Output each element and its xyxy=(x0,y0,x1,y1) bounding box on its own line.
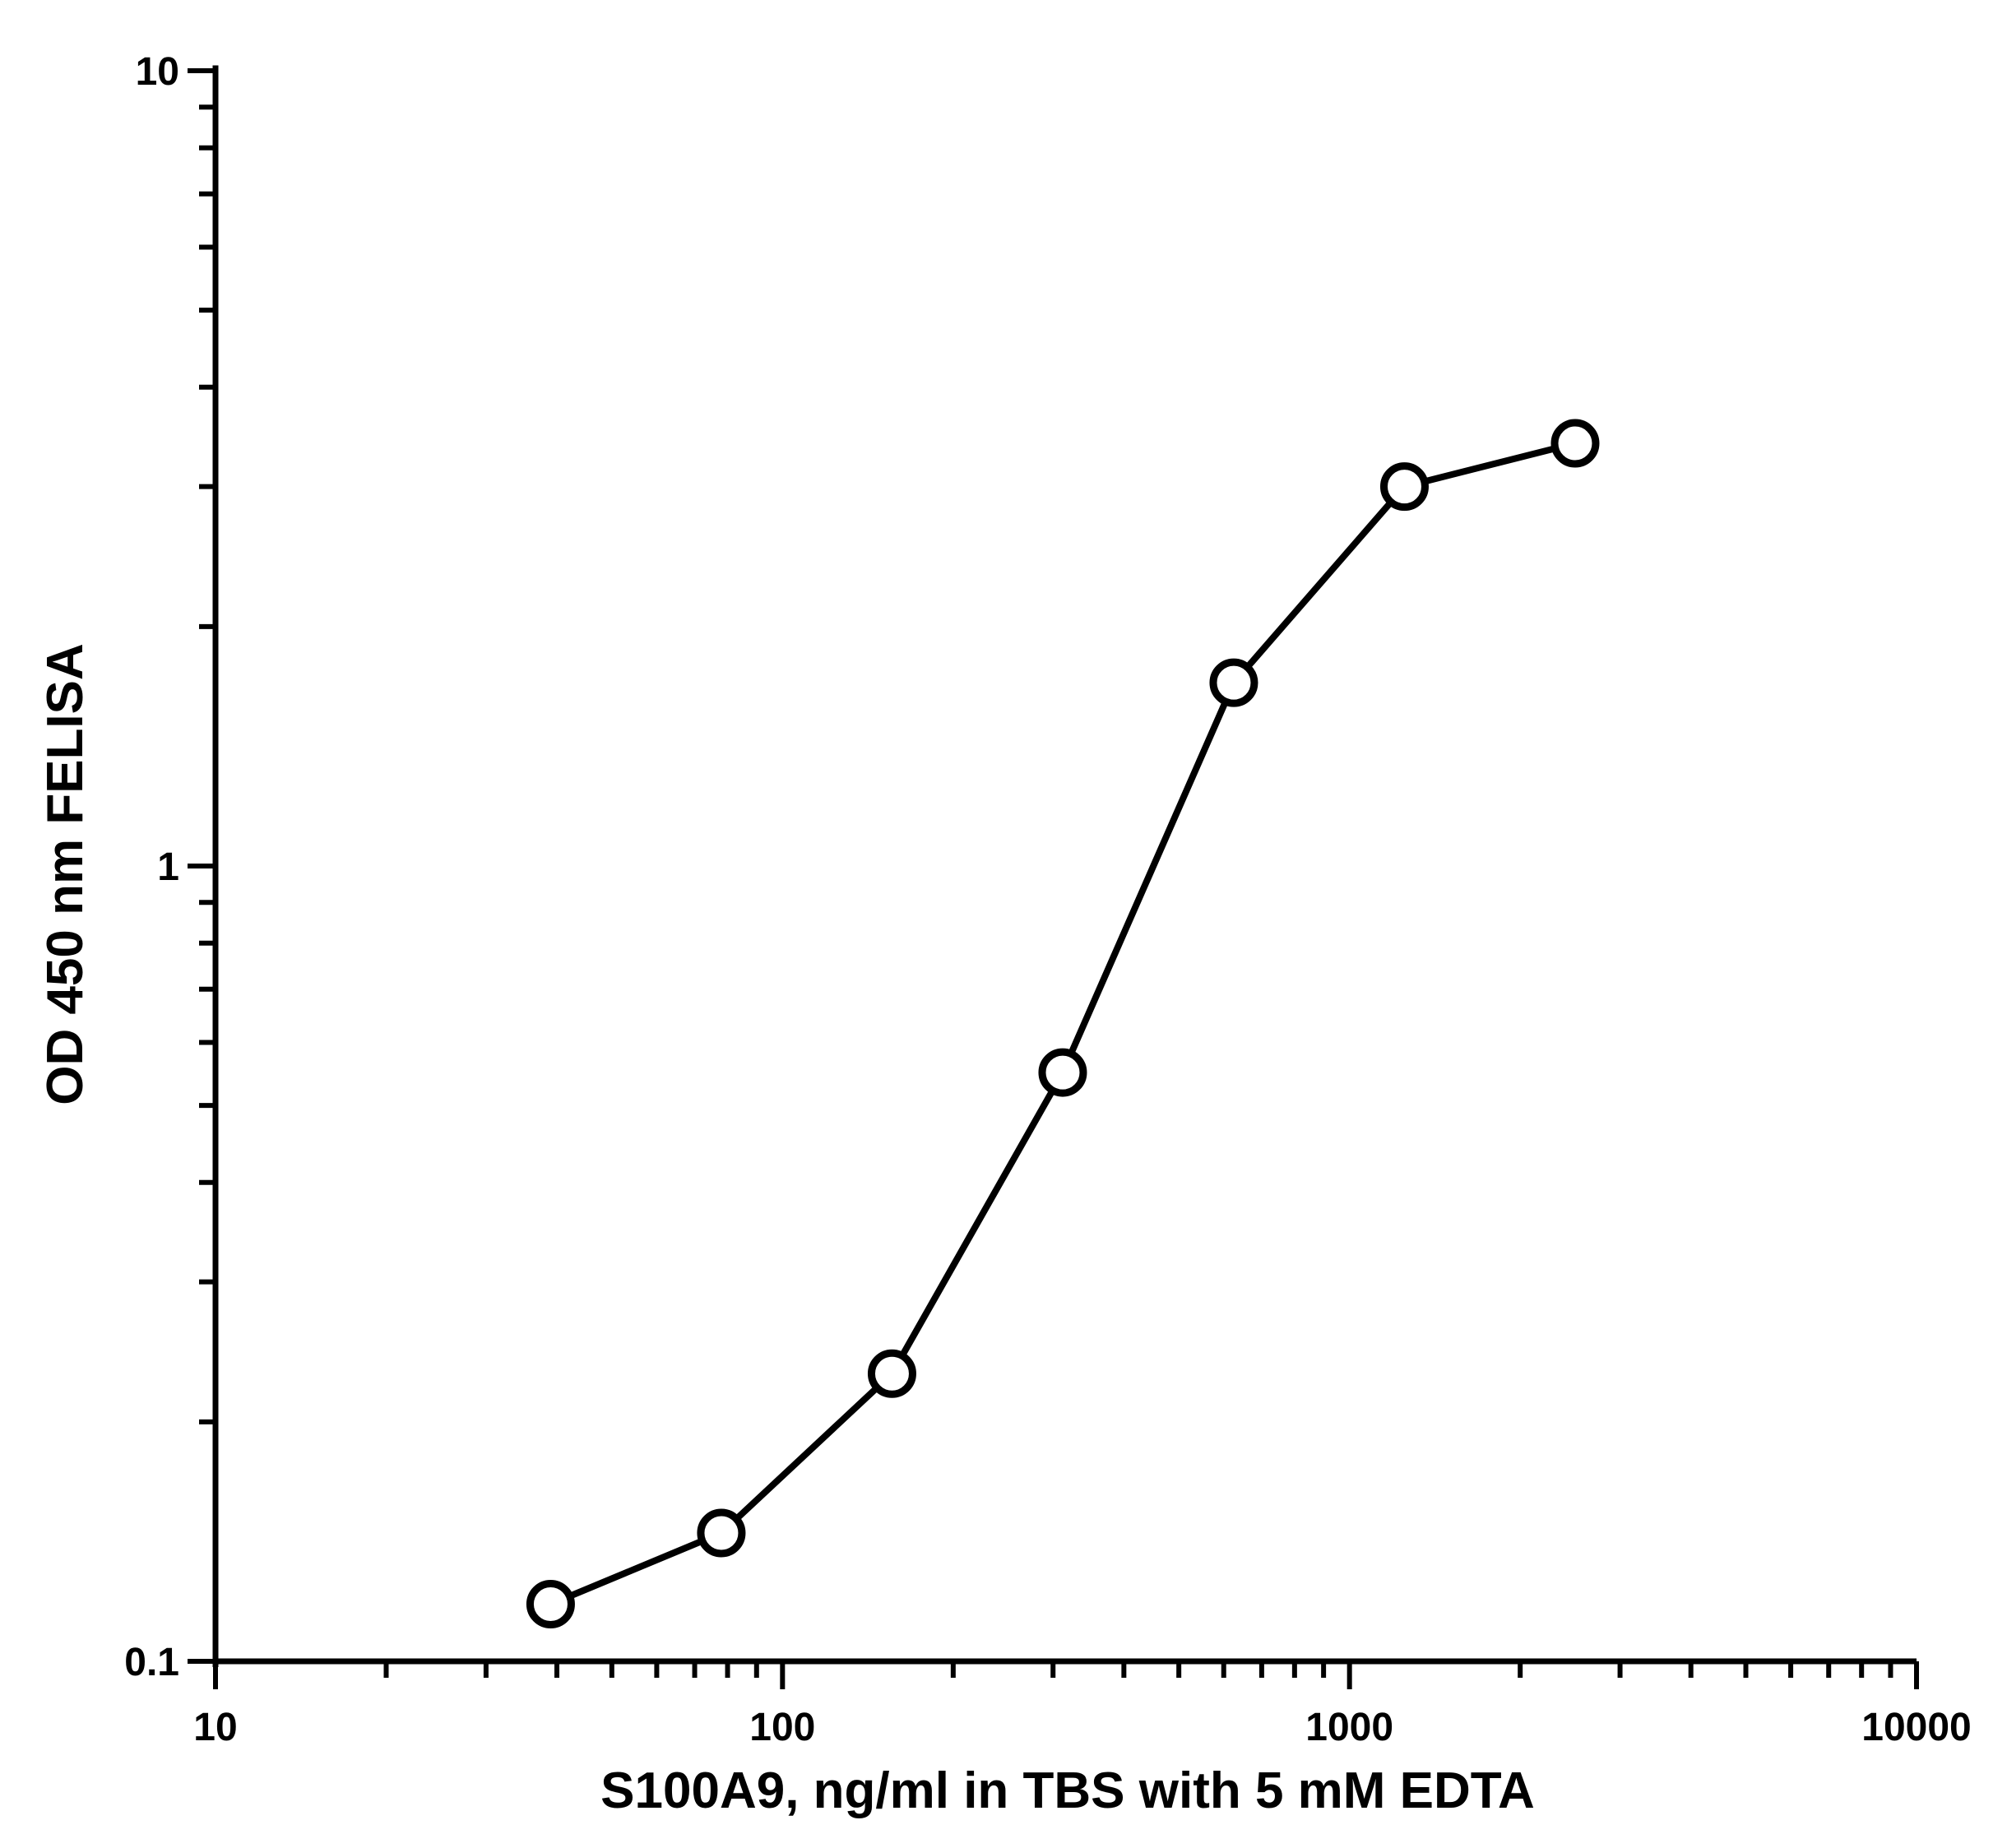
x-tick-label: 10 xyxy=(193,1706,237,1749)
series-line xyxy=(549,440,1576,1608)
tick-labels: 10 100 1000 10000 0.1 1 10 xyxy=(124,50,1971,1749)
x-tick-label: 100 xyxy=(749,1706,815,1749)
data-point xyxy=(526,1579,575,1628)
data-point xyxy=(867,1349,916,1398)
y-tick-label: 0.1 xyxy=(124,1641,179,1684)
y-axis-title: OD 450 nm FELISA xyxy=(37,643,94,1105)
x-tick-label: 10000 xyxy=(1861,1706,1971,1749)
series xyxy=(526,419,1600,1628)
y-tick-label: 1 xyxy=(157,845,179,889)
x-tick-label: 1000 xyxy=(1305,1706,1393,1749)
data-point xyxy=(1550,419,1600,468)
data-point xyxy=(1209,658,1258,707)
data-point xyxy=(1379,462,1429,512)
axis-ticks xyxy=(188,68,1919,1689)
y-tick-label: 10 xyxy=(136,50,179,94)
data-point xyxy=(1038,1048,1087,1097)
data-point xyxy=(697,1508,746,1558)
x-axis-title: S100A9, ng/ml in TBS with 5 mM EDTA xyxy=(600,1762,1535,1819)
series-0 xyxy=(526,419,1600,1628)
axes xyxy=(212,65,1917,1667)
